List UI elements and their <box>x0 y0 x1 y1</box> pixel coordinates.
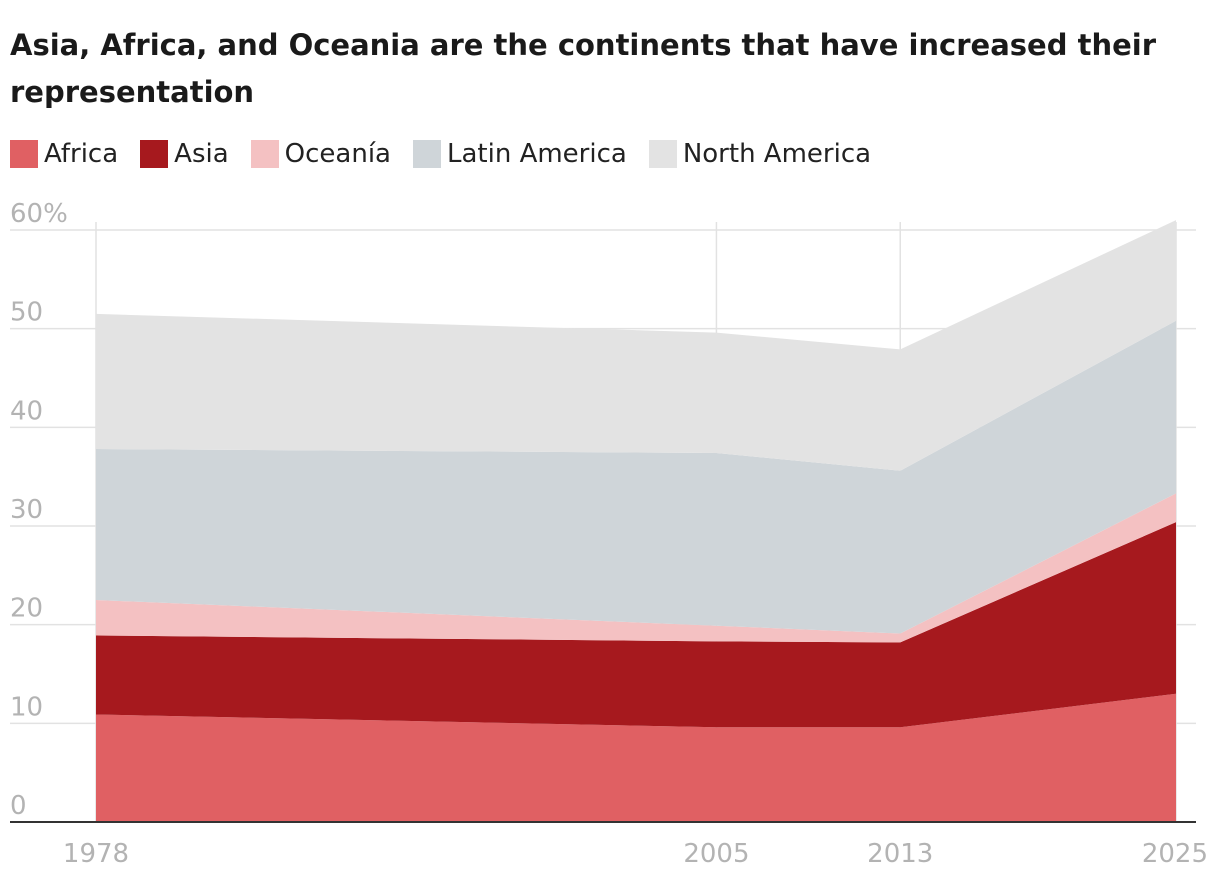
legend-item: Africa <box>10 139 118 169</box>
legend-swatch <box>412 140 441 168</box>
legend-item: Oceanía <box>250 139 391 169</box>
y-tick-label: 10 <box>10 692 43 722</box>
chart-title: Asia, Africa, and Oceania are the contin… <box>10 28 1156 109</box>
x-tick-label: 2025 <box>1142 839 1208 869</box>
y-tick-label: 40 <box>10 396 43 426</box>
legend-item: Latin America <box>412 139 627 169</box>
y-tick-label: 50 <box>10 298 43 328</box>
x-tick-label: 2013 <box>867 839 933 869</box>
y-tick-label: 30 <box>10 495 43 525</box>
area-series <box>96 220 1176 822</box>
legend-label: North America <box>682 139 872 169</box>
legend: Africa Asia Oceanía Latin America North Amer… <box>10 136 893 172</box>
x-tick-label: 1978 <box>63 839 129 869</box>
y-tick-label: 20 <box>10 594 43 624</box>
area-latin-america <box>96 320 1176 634</box>
legend-label: Oceanía <box>284 139 391 169</box>
legend-label: Africa <box>44 139 119 169</box>
legend-item: Asia <box>140 139 229 169</box>
legend-label: Latin America <box>446 139 627 169</box>
y-tick-label: 60% <box>10 199 68 229</box>
area-north-america <box>96 220 1176 471</box>
tick-labels: 60% 50 40 30 20 10 0 1978 2005 2013 2025 <box>10 199 1208 869</box>
legend-swatch <box>250 140 279 168</box>
legend-label: Asia <box>174 139 229 169</box>
x-tick-label: 2005 <box>683 839 749 869</box>
legend-swatch <box>648 140 677 168</box>
area-asia <box>96 522 1176 728</box>
y-tick-label: 0 <box>10 791 27 821</box>
legend-swatch <box>140 140 169 168</box>
area-africa <box>96 693 1176 822</box>
legend-swatch <box>10 140 38 168</box>
area-ocean-a <box>96 493 1176 643</box>
legend-item: North America <box>648 139 872 169</box>
